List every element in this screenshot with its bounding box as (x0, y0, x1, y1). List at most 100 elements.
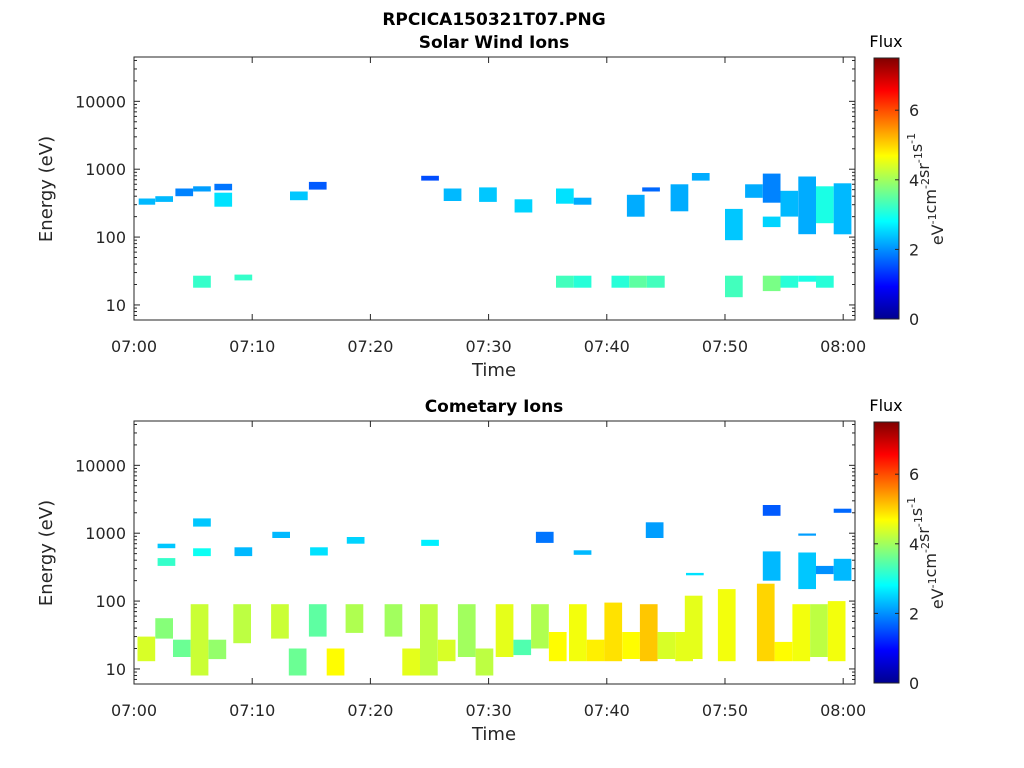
heatmap-cell (642, 187, 660, 192)
y-tick-label: 1000 (85, 524, 126, 543)
heatmap-cell (622, 632, 640, 659)
heatmap-cell (437, 639, 456, 662)
heatmap-cell (155, 196, 173, 202)
colorbar-tick-label: 6 (909, 465, 919, 484)
heatmap-cell (346, 537, 365, 544)
heatmap-cell (657, 632, 676, 659)
colorbar-gradient (873, 421, 900, 684)
heatmap-cell (762, 173, 781, 203)
colorbar-ticks: 0 2 4 6 (874, 465, 919, 693)
heatmap-cell (193, 548, 211, 557)
heatmap-cell (173, 639, 191, 657)
heatmap-cell (798, 552, 816, 590)
heatmap-cell (214, 183, 233, 191)
heatmap-cell (626, 194, 645, 217)
heatmap-cell (833, 558, 852, 581)
heatmap-cells (138, 173, 852, 298)
unit-base: s (907, 508, 926, 516)
x-tick-label: 07:20 (347, 701, 393, 720)
x-axis: 07:00 07:10 07:20 07:30 07:40 07:50 08:00 (111, 57, 866, 356)
unit-exponent: -1 (905, 497, 918, 508)
y-axis: 10 100 1000 10000 (75, 423, 855, 685)
heatmap-cell (421, 175, 439, 181)
heatmap-cell (629, 275, 647, 288)
heatmap-cell (833, 508, 852, 513)
heatmap-cell (780, 275, 799, 288)
y-axis-label: Energy (eV) (36, 500, 57, 606)
x-tick-label: 08:00 (820, 701, 866, 720)
heatmap-cell (670, 184, 689, 212)
heatmap-cell (345, 604, 364, 633)
colorbar-gradient (873, 57, 900, 320)
heatmap-cell (586, 639, 605, 662)
heatmap-cell (762, 505, 781, 516)
heatmap-cell (556, 188, 574, 204)
panel-title: Solar Wind Ions (419, 33, 570, 53)
heatmap-cell (308, 181, 327, 190)
heatmap-cell (233, 604, 251, 644)
heatmap-cell (798, 176, 816, 235)
unit-base: s (907, 144, 926, 152)
heatmap-cell (810, 604, 828, 657)
heatmap-cell (756, 583, 775, 662)
x-axis: 07:00 07:10 07:20 07:30 07:40 07:50 08:00 (111, 421, 866, 720)
heatmap-cell (214, 192, 233, 207)
unit-exponent: -1 (926, 577, 939, 588)
heatmap-cell (193, 518, 211, 527)
y-tick-label: 10 (106, 296, 126, 315)
y-tick-label: 10000 (75, 456, 126, 475)
heatmap-cell (548, 632, 567, 662)
y-tick-label: 100 (95, 228, 126, 247)
unit-base: sr (914, 527, 933, 542)
heatmap-cell (175, 188, 194, 197)
y-tick-label: 100 (95, 592, 126, 611)
x-tick-label: 07:00 (111, 337, 157, 356)
unit-exponent: -1 (912, 152, 925, 163)
x-tick-label: 07:40 (584, 701, 630, 720)
heatmap-cell (762, 216, 781, 228)
unit-base: eV (928, 588, 947, 609)
heatmap-cell (798, 275, 816, 282)
x-tick-label: 07:20 (347, 337, 393, 356)
heatmap-cell (762, 551, 781, 581)
heatmap-cell (639, 604, 658, 662)
colorbar-tick-label: 4 (909, 535, 919, 554)
heatmap-cell (326, 648, 345, 676)
x-axis-label: Time (471, 724, 516, 745)
heatmap-cell (402, 648, 420, 676)
heatmap-cell (827, 601, 846, 662)
heatmap-cell (193, 275, 211, 288)
heatmap-cell (645, 522, 664, 538)
panel-solar-wind: Solar Wind Ions 10 100 1000 10000 07:00 07:1… (36, 32, 947, 381)
x-tick-label: 07:50 (702, 701, 748, 720)
heatmap-cell (421, 539, 439, 546)
unit-exponent: -1 (912, 516, 925, 527)
heatmap-cells (137, 505, 852, 676)
heatmap-cell (780, 190, 799, 217)
heatmap-cell (457, 604, 476, 657)
y-tick-label: 10 (106, 660, 126, 679)
heatmap-cell (234, 547, 253, 557)
x-tick-label: 07:30 (466, 701, 512, 720)
figure-title: RPCICA150321T07.PNG (382, 10, 605, 30)
heatmap-cell (556, 275, 574, 288)
heatmap-cell (833, 183, 852, 235)
heatmap-cell (691, 173, 710, 181)
heatmap-cell (272, 531, 290, 538)
heatmap-cell (420, 604, 438, 676)
heatmap-cell (792, 604, 811, 662)
heatmap-cell (604, 602, 623, 662)
heatmap-cell (138, 198, 156, 205)
heatmap-cell (798, 533, 816, 536)
x-tick-label: 07:10 (229, 337, 275, 356)
colorbar-label: Flux (869, 32, 902, 51)
heatmap-cell (573, 550, 592, 555)
colorbar-tick-label: 2 (909, 240, 919, 259)
heatmap-cell (384, 604, 403, 637)
x-tick-label: 08:00 (820, 337, 866, 356)
heatmap-cell (531, 604, 549, 649)
colorbar-tick-label: 2 (909, 604, 919, 623)
heatmap-cell (234, 274, 253, 281)
